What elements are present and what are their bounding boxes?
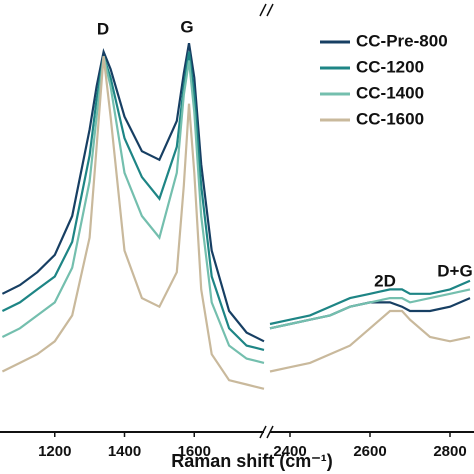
- x-tick-label: 2600: [353, 443, 386, 460]
- spectrum-line: [1, 56, 265, 390]
- x-tick-label: 1200: [38, 443, 71, 460]
- x-tick-label: 1600: [178, 443, 211, 460]
- spectrum-line: [269, 288, 471, 330]
- spectrum-line: [269, 279, 471, 326]
- legend-label: CC-1200: [356, 57, 424, 76]
- spectrum-line: [269, 309, 471, 373]
- legend-label: CC-Pre-800: [356, 31, 448, 50]
- x-tick-label: 1400: [108, 443, 141, 460]
- legend-label: CC-1600: [356, 109, 424, 128]
- peak-label: D: [97, 19, 109, 38]
- peak-label: D+G: [437, 261, 472, 280]
- peak-label: G: [180, 17, 193, 36]
- axis-break: [259, 3, 274, 439]
- peak-label: 2D: [374, 271, 396, 290]
- spectrum-line: [1, 43, 265, 343]
- spectrum-line: [1, 51, 265, 351]
- spectrum-line: [1, 55, 265, 364]
- x-tick-label: 2800: [433, 443, 466, 460]
- legend-label: CC-1400: [356, 83, 424, 102]
- x-tick-label: 2400: [273, 443, 306, 460]
- x-axis-label: Raman shift (cm⁻¹): [171, 451, 333, 471]
